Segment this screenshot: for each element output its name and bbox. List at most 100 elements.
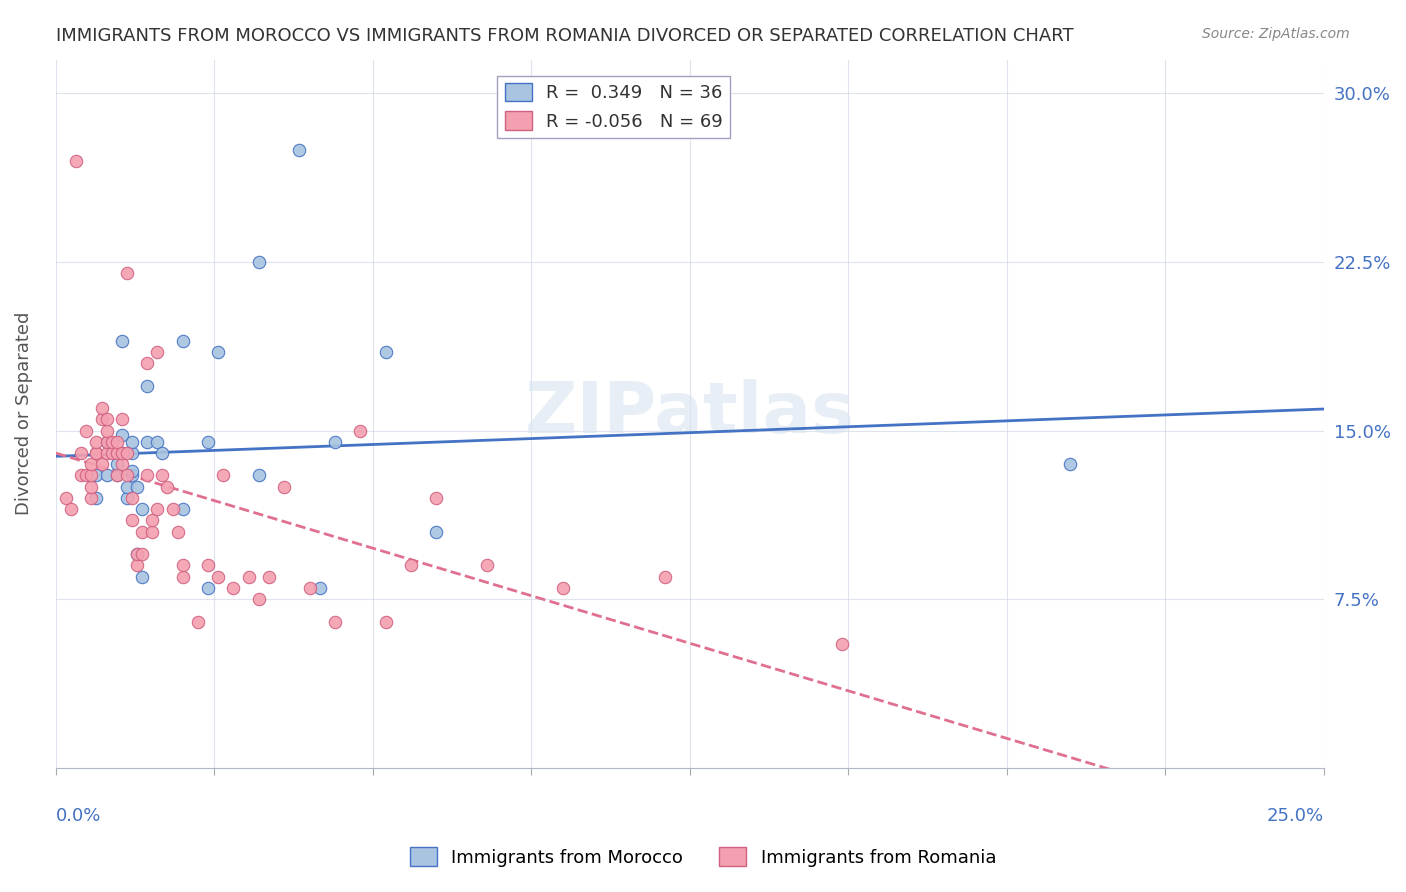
Point <box>207 569 229 583</box>
Point <box>65 153 87 168</box>
Point <box>121 491 143 505</box>
Point <box>308 581 330 595</box>
Point <box>136 356 159 370</box>
Point <box>131 502 153 516</box>
Point <box>247 468 270 483</box>
Point <box>86 446 108 460</box>
Point <box>121 446 143 460</box>
Point <box>162 502 184 516</box>
Point <box>115 468 138 483</box>
Point <box>374 615 396 629</box>
Point <box>131 547 153 561</box>
Point <box>141 513 163 527</box>
Point <box>105 446 128 460</box>
Point <box>121 513 143 527</box>
Point <box>96 434 118 449</box>
Legend: Immigrants from Morocco, Immigrants from Romania: Immigrants from Morocco, Immigrants from… <box>402 840 1004 874</box>
Point <box>146 344 169 359</box>
Point <box>399 558 422 573</box>
Point <box>247 592 270 607</box>
Point <box>75 424 97 438</box>
Point <box>323 434 346 449</box>
Point <box>553 581 575 595</box>
Point <box>86 434 108 449</box>
Point <box>100 434 122 449</box>
Point <box>222 581 245 595</box>
Point <box>111 428 134 442</box>
Point <box>207 344 229 359</box>
Point <box>96 446 118 460</box>
Point <box>86 468 108 483</box>
Point <box>121 468 143 483</box>
Point <box>125 547 148 561</box>
Point <box>141 524 163 539</box>
Point <box>115 480 138 494</box>
Point <box>475 558 498 573</box>
Point <box>152 468 174 483</box>
Point <box>247 255 270 269</box>
Point <box>111 412 134 426</box>
Legend: R =  0.349   N = 36, R = -0.056   N = 69: R = 0.349 N = 36, R = -0.056 N = 69 <box>498 76 730 138</box>
Point <box>831 637 853 651</box>
Point <box>70 446 93 460</box>
Point <box>146 502 169 516</box>
Point <box>197 434 219 449</box>
Point <box>90 401 112 415</box>
Point <box>121 464 143 478</box>
Point <box>80 468 103 483</box>
Point <box>172 569 194 583</box>
Point <box>288 143 311 157</box>
Point <box>105 434 128 449</box>
Text: 25.0%: 25.0% <box>1267 806 1324 824</box>
Point <box>374 344 396 359</box>
Point <box>425 491 447 505</box>
Point <box>146 434 169 449</box>
Point <box>115 446 138 460</box>
Point <box>111 334 134 348</box>
Point <box>323 615 346 629</box>
Point <box>187 615 209 629</box>
Point <box>172 502 194 516</box>
Point <box>125 480 148 494</box>
Point <box>75 468 97 483</box>
Point <box>273 480 295 494</box>
Point <box>425 524 447 539</box>
Point <box>80 480 103 494</box>
Point <box>111 446 134 460</box>
Point <box>152 446 174 460</box>
Point <box>96 412 118 426</box>
Point <box>131 524 153 539</box>
Point <box>105 457 128 471</box>
Point <box>257 569 280 583</box>
Point <box>298 581 321 595</box>
Point <box>80 491 103 505</box>
Point <box>1059 457 1081 471</box>
Point <box>55 491 77 505</box>
Point <box>197 581 219 595</box>
Point <box>96 434 118 449</box>
Point <box>238 569 260 583</box>
Point <box>125 547 148 561</box>
Point <box>654 569 676 583</box>
Point <box>136 468 159 483</box>
Point <box>136 378 159 392</box>
Text: ZIPatlas: ZIPatlas <box>524 379 855 448</box>
Point <box>172 334 194 348</box>
Point <box>125 558 148 573</box>
Point <box>60 502 83 516</box>
Point <box>121 434 143 449</box>
Point <box>86 491 108 505</box>
Point <box>212 468 235 483</box>
Text: IMMIGRANTS FROM MOROCCO VS IMMIGRANTS FROM ROMANIA DIVORCED OR SEPARATED CORRELA: IMMIGRANTS FROM MOROCCO VS IMMIGRANTS FR… <box>56 27 1074 45</box>
Point <box>349 424 371 438</box>
Point <box>100 446 122 460</box>
Point <box>90 412 112 426</box>
Point <box>131 569 153 583</box>
Point <box>197 558 219 573</box>
Point <box>96 468 118 483</box>
Point <box>111 457 134 471</box>
Point <box>156 480 179 494</box>
Point <box>111 446 134 460</box>
Point <box>115 491 138 505</box>
Point <box>70 468 93 483</box>
